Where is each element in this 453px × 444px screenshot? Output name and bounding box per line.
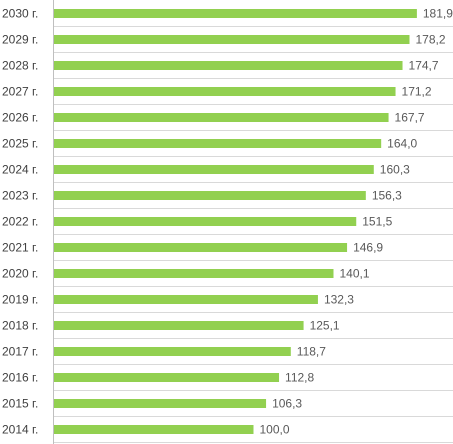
value-label: 174,7 <box>409 59 439 73</box>
value-label: 140,1 <box>339 267 369 281</box>
value-label: 151,5 <box>362 215 392 229</box>
category-label: 2024 г. <box>2 163 38 177</box>
category-label: 2018 г. <box>2 319 38 333</box>
bar-2026 <box>54 113 389 122</box>
category-label: 2022 г. <box>2 215 38 229</box>
bar-2014 <box>54 425 254 434</box>
value-label: 156,3 <box>372 189 402 203</box>
value-label: 100,0 <box>260 423 290 437</box>
bar-2021 <box>54 243 348 252</box>
value-label: 181,9 <box>423 7 453 21</box>
value-label: 178,2 <box>416 33 446 47</box>
category-label: 2028 г. <box>2 59 38 73</box>
category-label: 2017 г. <box>2 345 38 359</box>
value-label: 164,0 <box>387 137 417 151</box>
category-label: 2030 г. <box>2 7 38 21</box>
category-label: 2027 г. <box>2 85 38 99</box>
bar-2023 <box>54 191 366 200</box>
value-label: 160,3 <box>380 163 410 177</box>
category-label: 2014 г. <box>2 423 38 437</box>
category-label: 2016 г. <box>2 371 38 385</box>
bar-2027 <box>54 87 396 96</box>
bar-2028 <box>54 61 403 70</box>
value-label: 132,3 <box>324 293 354 307</box>
category-label: 2026 г. <box>2 111 38 125</box>
category-label: 2020 г. <box>2 267 38 281</box>
value-label: 167,7 <box>395 111 425 125</box>
value-label: 112,8 <box>285 371 314 385</box>
bar-2018 <box>54 321 304 330</box>
category-label: 2015 г. <box>2 397 38 411</box>
value-label: 125,1 <box>310 319 340 333</box>
value-label: 171,2 <box>402 85 432 99</box>
bar-2022 <box>54 217 357 226</box>
bar-2019 <box>54 295 318 304</box>
category-label: 2025 г. <box>2 137 38 151</box>
bar-2030 <box>54 9 417 18</box>
bar-2020 <box>54 269 334 278</box>
bar-2016 <box>54 373 280 382</box>
value-label: 106,3 <box>272 397 302 411</box>
bar-2024 <box>54 165 374 174</box>
bar-2017 <box>54 347 291 356</box>
bar-2015 <box>54 399 267 408</box>
bars <box>54 9 417 434</box>
category-labels: 2030 г. 2029 г. 2028 г. 2027 г. 2026 г. 2025 … <box>2 7 38 437</box>
category-label: 2019 г. <box>2 293 38 307</box>
category-label: 2021 г. <box>2 241 38 255</box>
value-label: 118,7 <box>297 345 326 359</box>
bar-2025 <box>54 139 382 148</box>
value-labels: 181,9 178,2 174,7 171,2 167,7 164,0 160,3 156,3… <box>260 7 453 437</box>
gridlines <box>54 26 453 443</box>
category-label: 2029 г. <box>2 33 38 47</box>
value-label: 146,9 <box>353 241 383 255</box>
bar-2029 <box>54 35 410 44</box>
category-label: 2023 г. <box>2 189 38 203</box>
